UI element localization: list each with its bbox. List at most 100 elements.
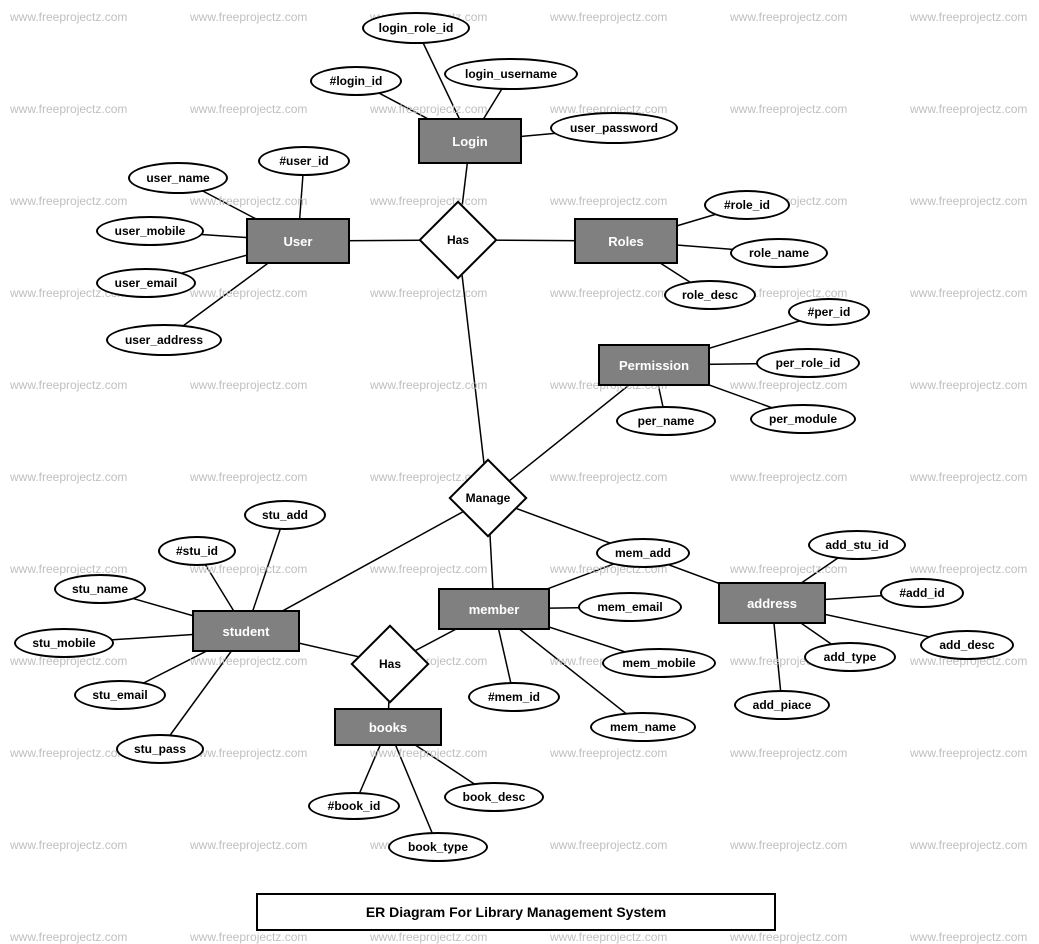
attr-label: role_desc bbox=[682, 288, 738, 302]
entity-label: student bbox=[223, 624, 270, 639]
watermark-text: www.freeprojectz.com bbox=[550, 746, 667, 760]
watermark-text: www.freeprojectz.com bbox=[550, 470, 667, 484]
attr-role_name: role_name bbox=[730, 238, 828, 268]
attr-label: book_desc bbox=[463, 790, 526, 804]
watermark-text: www.freeprojectz.com bbox=[730, 10, 847, 24]
entity-member: member bbox=[438, 588, 550, 630]
attr-label: stu_email bbox=[92, 688, 147, 702]
relation-has2: Has bbox=[350, 624, 430, 704]
entity-label: Roles bbox=[608, 234, 643, 249]
watermark-text: www.freeprojectz.com bbox=[190, 930, 307, 944]
attr-label: #role_id bbox=[724, 198, 770, 212]
attr-label: stu_name bbox=[72, 582, 128, 596]
attr-label: mem_name bbox=[610, 720, 676, 734]
entity-permission: Permission bbox=[598, 344, 710, 386]
attr-label: mem_mobile bbox=[622, 656, 695, 670]
attr-label: #login_id bbox=[330, 74, 383, 88]
attr-role_id: #role_id bbox=[704, 190, 790, 220]
attr-stu_add: stu_add bbox=[244, 500, 326, 530]
entity-address: address bbox=[718, 582, 826, 624]
attr-per_module: per_module bbox=[750, 404, 856, 434]
attr-label: mem_email bbox=[597, 600, 662, 614]
attr-mem_email: mem_email bbox=[578, 592, 682, 622]
attr-label: book_type bbox=[408, 840, 468, 854]
watermark-text: www.freeprojectz.com bbox=[190, 194, 307, 208]
watermark-text: www.freeprojectz.com bbox=[370, 102, 487, 116]
watermark-text: www.freeprojectz.com bbox=[370, 930, 487, 944]
watermark-text: www.freeprojectz.com bbox=[550, 838, 667, 852]
watermark-text: www.freeprojectz.com bbox=[730, 838, 847, 852]
entity-label: Permission bbox=[619, 358, 689, 373]
attr-stu_id: #stu_id bbox=[158, 536, 236, 566]
entity-user: User bbox=[246, 218, 350, 264]
attr-label: user_email bbox=[115, 276, 178, 290]
attr-label: stu_pass bbox=[134, 742, 186, 756]
relation-label: Has bbox=[379, 657, 401, 671]
watermark-text: www.freeprojectz.com bbox=[550, 930, 667, 944]
watermark-text: www.freeprojectz.com bbox=[910, 746, 1027, 760]
watermark-text: www.freeprojectz.com bbox=[190, 286, 307, 300]
watermark-text: www.freeprojectz.com bbox=[910, 470, 1027, 484]
attr-label: user_address bbox=[125, 333, 203, 347]
relation-label: Has bbox=[447, 233, 469, 247]
watermark-text: www.freeprojectz.com bbox=[730, 746, 847, 760]
watermark-text: www.freeprojectz.com bbox=[910, 10, 1027, 24]
attr-label: per_name bbox=[638, 414, 695, 428]
diagram-title: ER Diagram For Library Management System bbox=[366, 904, 666, 920]
attr-mem_id: #mem_id bbox=[468, 682, 560, 712]
attr-per_name: per_name bbox=[616, 406, 716, 436]
attr-label: #per_id bbox=[808, 305, 851, 319]
attr-stu_mobile: stu_mobile bbox=[14, 628, 114, 658]
watermark-text: www.freeprojectz.com bbox=[370, 746, 487, 760]
watermark-text: www.freeprojectz.com bbox=[550, 286, 667, 300]
watermark-text: www.freeprojectz.com bbox=[10, 194, 127, 208]
attr-book_type: book_type bbox=[388, 832, 488, 862]
attr-mem_add: mem_add bbox=[596, 538, 690, 568]
attr-label: stu_mobile bbox=[32, 636, 95, 650]
watermark-text: www.freeprojectz.com bbox=[370, 562, 487, 576]
watermark-text: www.freeprojectz.com bbox=[10, 102, 127, 116]
attr-add_desc: add_desc bbox=[920, 630, 1014, 660]
watermark-text: www.freeprojectz.com bbox=[910, 562, 1027, 576]
watermark-text: www.freeprojectz.com bbox=[730, 378, 847, 392]
attr-label: stu_add bbox=[262, 508, 308, 522]
attr-user_address: user_address bbox=[106, 324, 222, 356]
relation-label: Manage bbox=[466, 491, 511, 505]
entity-label: Login bbox=[452, 134, 487, 149]
attr-stu_name: stu_name bbox=[54, 574, 146, 604]
watermark-text: www.freeprojectz.com bbox=[910, 286, 1027, 300]
watermark-text: www.freeprojectz.com bbox=[730, 930, 847, 944]
attr-book_id: #book_id bbox=[308, 792, 400, 820]
watermark-text: www.freeprojectz.com bbox=[10, 10, 127, 24]
attr-login_id: #login_id bbox=[310, 66, 402, 96]
watermark-text: www.freeprojectz.com bbox=[910, 838, 1027, 852]
attr-stu_pass: stu_pass bbox=[116, 734, 204, 764]
attr-label: user_password bbox=[570, 121, 658, 135]
attr-user_mobile: user_mobile bbox=[96, 216, 204, 246]
entity-login: Login bbox=[418, 118, 522, 164]
watermark-text: www.freeprojectz.com bbox=[550, 194, 667, 208]
relation-manage: Manage bbox=[448, 458, 528, 538]
watermark-text: www.freeprojectz.com bbox=[730, 102, 847, 116]
entity-label: address bbox=[747, 596, 797, 611]
entity-label: User bbox=[284, 234, 313, 249]
attr-per_role_id: per_role_id bbox=[756, 348, 860, 378]
attr-login_role_id: login_role_id bbox=[362, 12, 470, 44]
relation-has1: Has bbox=[418, 200, 498, 280]
attr-user_id: #user_id bbox=[258, 146, 350, 176]
watermark-text: www.freeprojectz.com bbox=[910, 378, 1027, 392]
watermark-text: www.freeprojectz.com bbox=[10, 746, 127, 760]
watermark-text: www.freeprojectz.com bbox=[550, 10, 667, 24]
attr-role_desc: role_desc bbox=[664, 280, 756, 310]
watermark-text: www.freeprojectz.com bbox=[190, 102, 307, 116]
attr-label: #stu_id bbox=[176, 544, 218, 558]
attr-add_stu_id: add_stu_id bbox=[808, 530, 906, 560]
attr-stu_email: stu_email bbox=[74, 680, 166, 710]
attr-label: #book_id bbox=[328, 799, 381, 813]
watermark-text: www.freeprojectz.com bbox=[190, 378, 307, 392]
watermark-text: www.freeprojectz.com bbox=[730, 562, 847, 576]
attr-label: add_type bbox=[824, 650, 877, 664]
attr-label: add_stu_id bbox=[825, 538, 888, 552]
watermark-text: www.freeprojectz.com bbox=[190, 10, 307, 24]
attr-label: login_role_id bbox=[379, 21, 454, 35]
